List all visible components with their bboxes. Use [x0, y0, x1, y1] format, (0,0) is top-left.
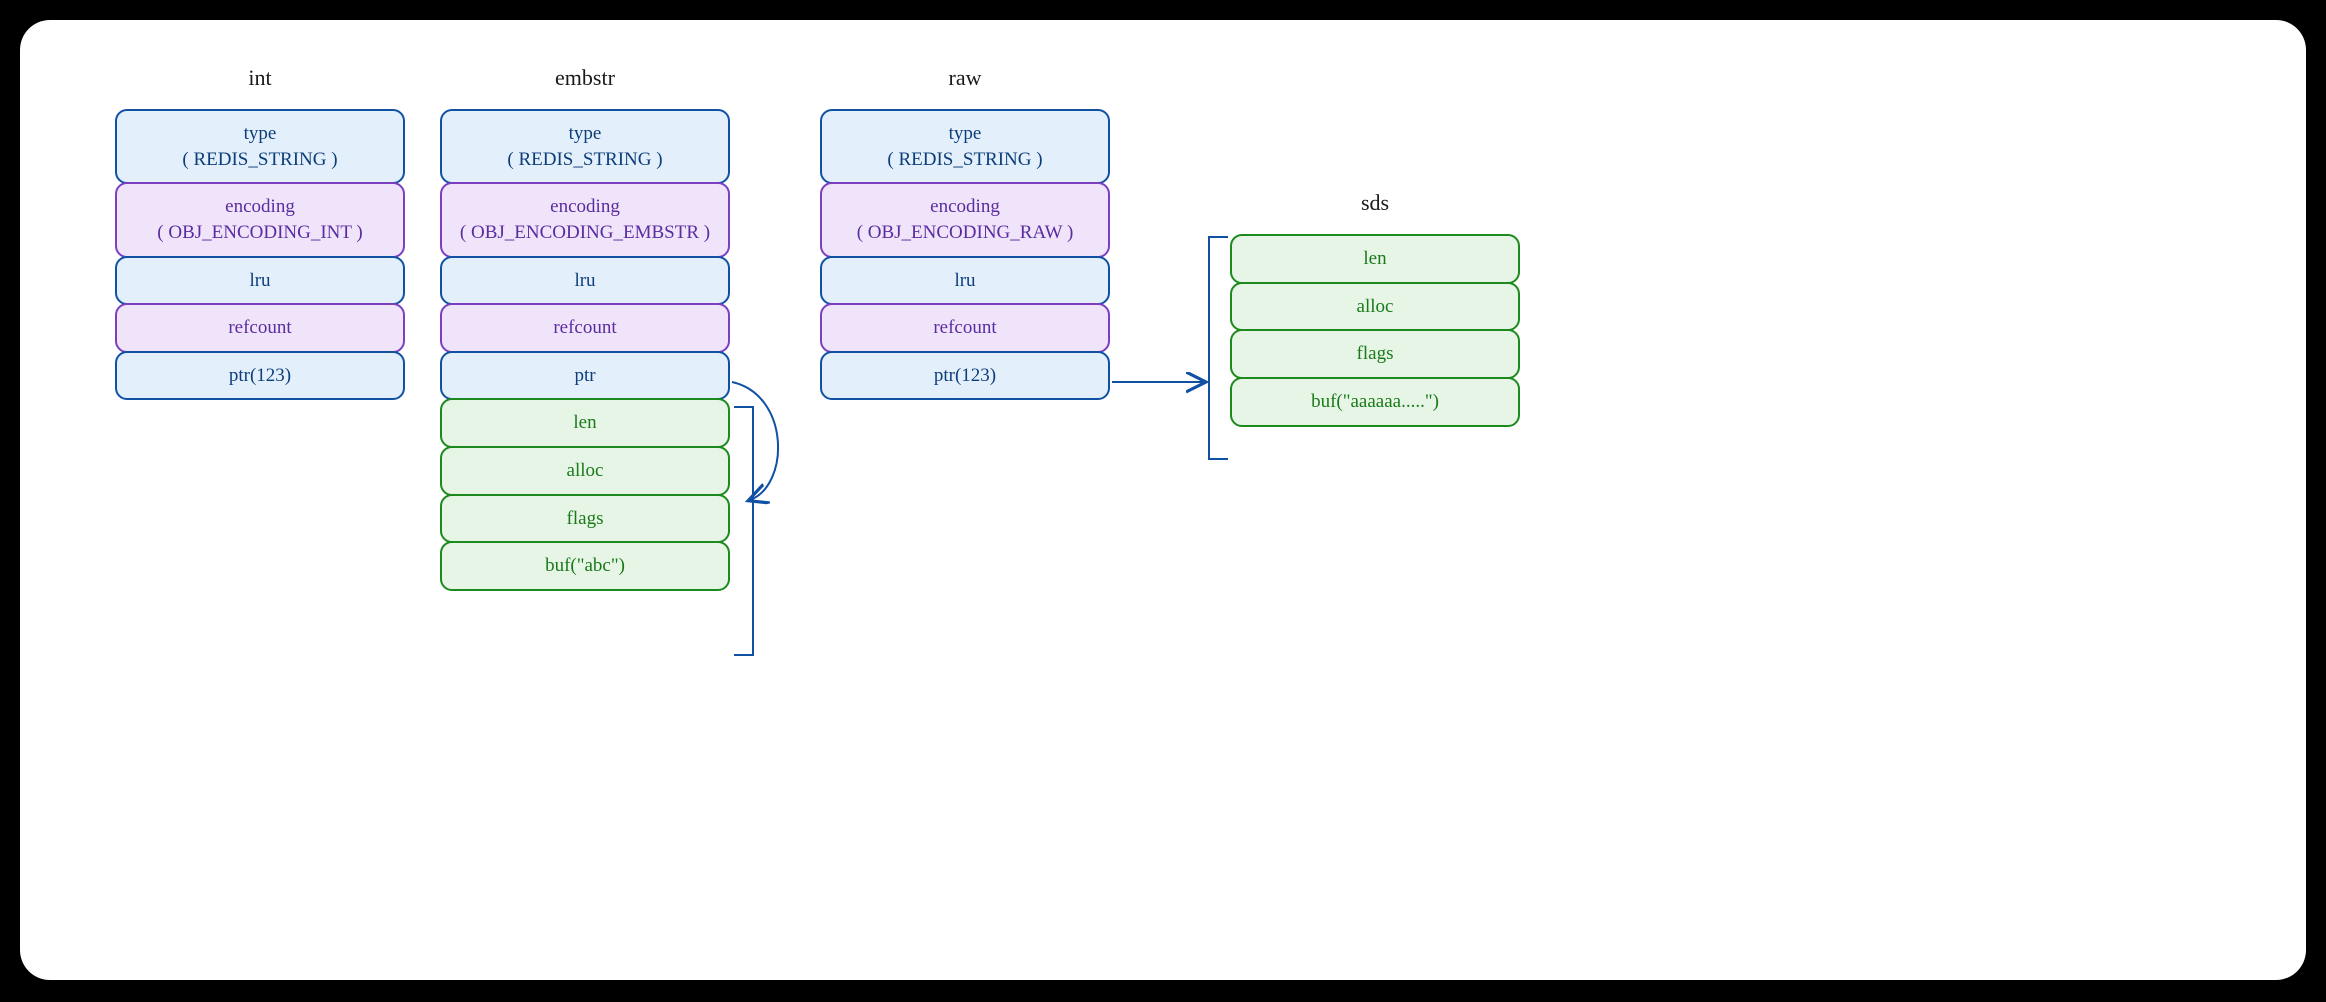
int-ptr: ptr(123) — [115, 351, 405, 401]
embstr-alloc: alloc — [440, 446, 730, 496]
raw-ptr: ptr(123) — [820, 351, 1110, 401]
bracket-embstr-sds — [734, 406, 754, 656]
embstr-refcount: refcount — [440, 303, 730, 353]
int-encoding: encoding( OBJ_ENCODING_INT ) — [115, 182, 405, 257]
column-sds: sds len alloc flags buf("aaaaaa.....") — [1230, 190, 1520, 425]
title-int: int — [248, 65, 271, 91]
int-lru: lru — [115, 256, 405, 306]
diagram-canvas: int type( REDIS_STRING ) encoding( OBJ_E… — [20, 20, 2306, 980]
embstr-type: type( REDIS_STRING ) — [440, 109, 730, 184]
sds-alloc: alloc — [1230, 282, 1520, 332]
raw-type: type( REDIS_STRING ) — [820, 109, 1110, 184]
embstr-lru: lru — [440, 256, 730, 306]
raw-encoding: encoding( OBJ_ENCODING_RAW ) — [820, 182, 1110, 257]
title-sds: sds — [1361, 190, 1389, 216]
embstr-flags: flags — [440, 494, 730, 544]
raw-refcount: refcount — [820, 303, 1110, 353]
title-raw: raw — [949, 65, 982, 91]
column-int: int type( REDIS_STRING ) encoding( OBJ_E… — [115, 65, 405, 398]
embstr-encoding: encoding( OBJ_ENCODING_EMBSTR ) — [440, 182, 730, 257]
int-type: type( REDIS_STRING ) — [115, 109, 405, 184]
embstr-buf: buf("abc") — [440, 541, 730, 591]
embstr-ptr: ptr — [440, 351, 730, 401]
raw-lru: lru — [820, 256, 1110, 306]
sds-buf: buf("aaaaaa.....") — [1230, 377, 1520, 427]
sds-flags: flags — [1230, 329, 1520, 379]
bracket-sds — [1208, 236, 1228, 460]
column-embstr: embstr type( REDIS_STRING ) encoding( OB… — [440, 65, 730, 589]
embstr-len: len — [440, 398, 730, 448]
sds-len: len — [1230, 234, 1520, 284]
column-raw: raw type( REDIS_STRING ) encoding( OBJ_E… — [820, 65, 1110, 398]
int-refcount: refcount — [115, 303, 405, 353]
title-embstr: embstr — [555, 65, 615, 91]
